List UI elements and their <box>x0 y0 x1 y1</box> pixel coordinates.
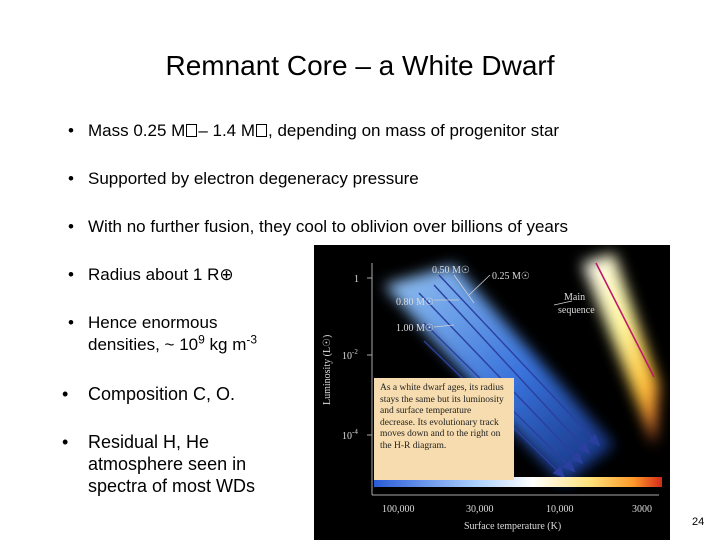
bullet-dot: • <box>68 313 74 332</box>
bullet-dot: • <box>68 121 74 140</box>
main-sequence-line <box>595 262 655 378</box>
x-tick-label: 30,000 <box>466 504 494 515</box>
x-tick-label: 100,000 <box>382 504 415 515</box>
bullet-dot: • <box>68 265 74 284</box>
page-number: 24 <box>692 516 705 528</box>
hr-diagram-graphic: 0.50 M☉ 0.25 M☉ 0.80 M☉ 1.00 M☉ Main seq… <box>322 253 662 532</box>
track-label: 0.50 M☉ <box>432 265 470 276</box>
main-sequence-band <box>582 253 659 445</box>
bullet-text: With no further fusion, they cool to obl… <box>88 217 569 236</box>
y-axis-label: Luminosity (L☉) <box>322 335 333 405</box>
bullet-text: Composition C, O. <box>88 384 236 404</box>
hr-diagram-figure: 0.50 M☉ 0.25 M☉ 0.80 M☉ 1.00 M☉ Main seq… <box>314 245 670 540</box>
x-tick-label: 3000 <box>632 504 652 515</box>
figure-caption-box: As a white dwarf ages, its radius stays … <box>374 378 514 480</box>
bullet-text: Hence enormous densities, ~ 109 kg m-3 <box>88 313 258 354</box>
earth-symbol-icon: ⊕ <box>219 265 234 284</box>
track-label: 0.80 M☉ <box>396 297 434 308</box>
bullet-dot: • <box>68 217 74 236</box>
main-sequence-label: sequence <box>558 305 595 316</box>
bullet-dot: • <box>68 169 74 188</box>
white-dwarf-band <box>384 265 614 485</box>
y-tick-label: 1 <box>354 274 359 285</box>
x-tick-label: 10,000 <box>546 504 574 515</box>
track-label: 0.25 M☉ <box>492 271 530 282</box>
y-tick-label: 10-2 <box>342 348 358 362</box>
temperature-colour-bar <box>374 477 662 487</box>
solar-symbol-icon <box>186 124 198 137</box>
bullet-text: Residual H, He atmosphere seen in spectr… <box>88 432 256 496</box>
label-pointers <box>433 274 573 328</box>
bullet-text: Radius about 1 R⊕ <box>88 265 234 284</box>
y-tick-label: 10-4 <box>342 428 358 442</box>
bullet-dot: • <box>62 384 69 404</box>
main-sequence-label: Main <box>564 292 585 303</box>
bullet-dot: • <box>62 432 69 452</box>
bullet-text: Supported by electron degeneracy pressur… <box>88 169 419 188</box>
slide-title: Remnant Core – a White Dwarf <box>165 50 555 81</box>
bullet-text: Mass 0.25 M – 1.4 M, depending on mass of… <box>88 121 560 140</box>
x-axis-label: Surface temperature (K) <box>464 521 561 532</box>
track-label: 1.00 M☉ <box>396 323 434 334</box>
solar-symbol-icon <box>256 124 268 137</box>
